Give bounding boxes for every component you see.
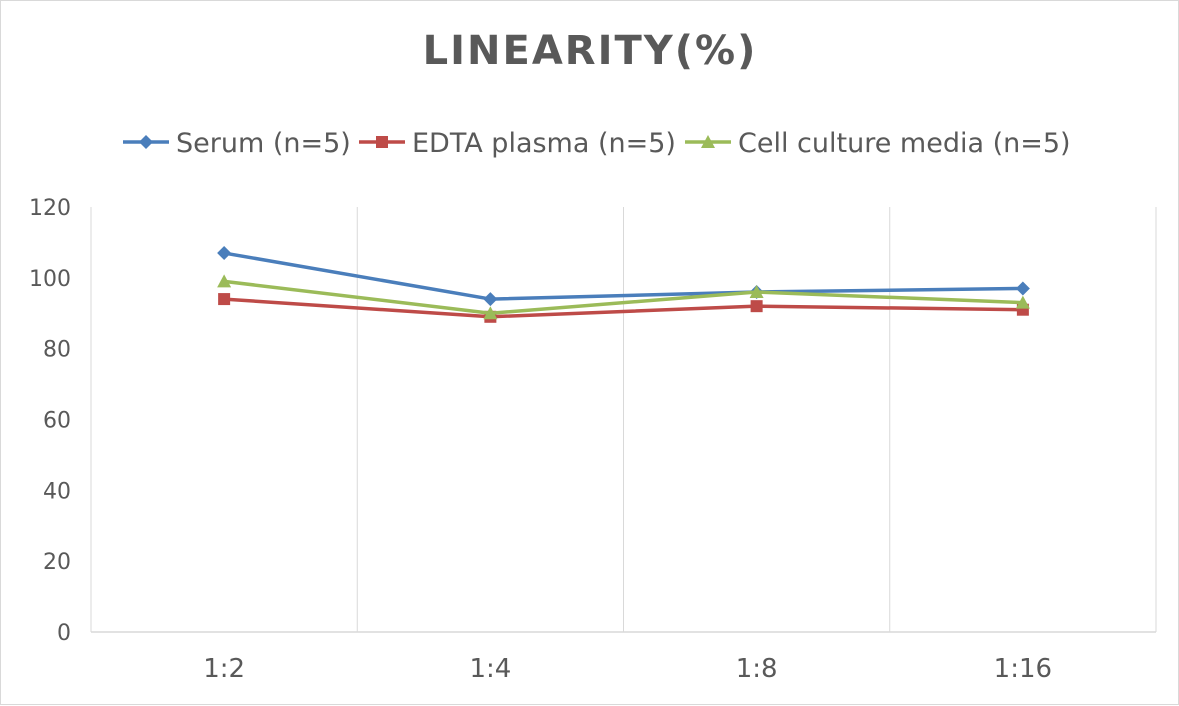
- square-marker: [218, 293, 231, 306]
- triangle-marker: [1015, 295, 1030, 309]
- series-serum: [217, 246, 1030, 307]
- grid: [90, 207, 1157, 633]
- y-tick-label: 60: [43, 409, 71, 434]
- x-axis: 1:2 1:4 1:8 1:16: [203, 654, 1052, 684]
- diamond-marker: [217, 246, 232, 261]
- y-tick-label: 120: [29, 196, 71, 221]
- triangle-marker: [217, 274, 232, 288]
- legend-item: EDTA plasma (n=5): [359, 128, 676, 159]
- y-tick-label: 20: [43, 550, 71, 575]
- chart-title: LINEARITY(%): [423, 28, 758, 74]
- diamond-marker: [1015, 281, 1030, 296]
- square-marker: [376, 136, 388, 148]
- legend-label: EDTA plasma (n=5): [412, 128, 676, 159]
- y-axis: 0 20 40 60 80 100 120: [29, 196, 71, 646]
- series: [217, 246, 1030, 323]
- x-tick-label: 1:4: [469, 654, 511, 684]
- legend-label: Serum (n=5): [176, 128, 351, 159]
- triangle-marker: [701, 135, 715, 148]
- legend: Serum (n=5) EDTA plasma (n=5) Cell culture…: [123, 128, 1071, 159]
- series-line: [223, 279, 1023, 315]
- diamond-marker: [483, 292, 498, 307]
- square-marker: [750, 300, 763, 313]
- triangle-marker: [483, 306, 498, 320]
- y-tick-label: 100: [29, 267, 71, 292]
- legend-item: Serum (n=5): [123, 128, 351, 159]
- series-cell: [217, 274, 1030, 320]
- series-line: [224, 297, 1023, 319]
- diamond-marker: [139, 135, 153, 149]
- y-tick-label: 40: [43, 479, 71, 504]
- x-tick-label: 1:16: [994, 654, 1052, 684]
- triangle-marker: [749, 285, 764, 298]
- y-tick-label: 80: [43, 338, 71, 363]
- x-tick-label: 1:8: [736, 654, 778, 684]
- legend-item: Cell culture media (n=5): [685, 128, 1071, 159]
- y-tick-label: 0: [57, 621, 71, 646]
- legend-label: Cell culture media (n=5): [738, 128, 1071, 159]
- series-line: [223, 251, 1023, 301]
- x-tick-label: 1:2: [203, 654, 245, 684]
